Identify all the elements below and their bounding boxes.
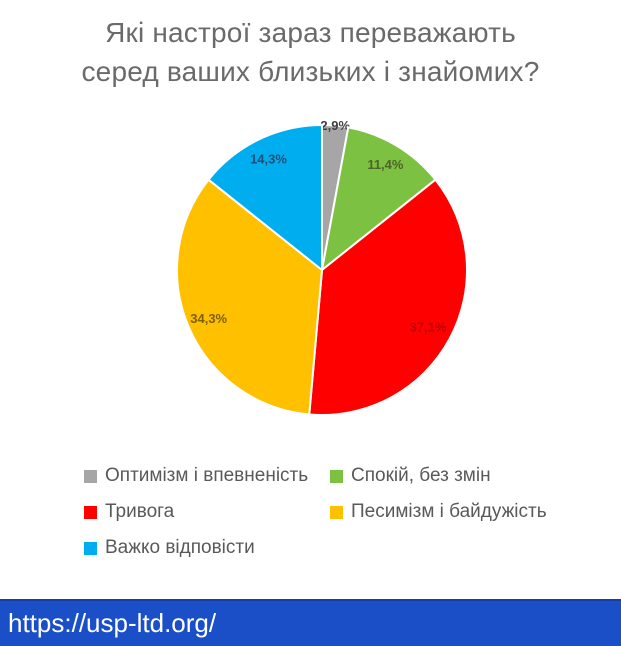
- legend-item-pessimism: Песимізм і байдужість: [330, 501, 584, 523]
- chart-title-line2: серед ваших близьких і знайомих?: [81, 56, 540, 87]
- legend-item-optimism: Оптимізм і впевненість: [84, 465, 330, 487]
- legend-label: Оптимізм і впевненість: [105, 465, 309, 486]
- pie-slice-5: [207, 124, 323, 271]
- legend-item-calm: Спокій, без змін: [330, 465, 584, 487]
- pie-slice-3: [308, 178, 468, 416]
- legend-marker-gray: [84, 469, 97, 483]
- chart-legend: Оптимізм і впевненість Спокій, без змін …: [84, 458, 584, 566]
- pie-slice-label-4: 34,3%: [190, 311, 227, 326]
- chart-title: Які настрої зараз переважають серед ваши…: [0, 13, 621, 91]
- legend-label: Спокій, без змін: [351, 465, 491, 486]
- legend-marker-red: [84, 505, 97, 519]
- footer-bar: https://usp-ltd.org/: [0, 599, 621, 646]
- pie-slice-2: [321, 126, 437, 271]
- pie-chart: 2,9% 11,4% 37,1% 34,3% 14,3%: [176, 118, 468, 416]
- legend-item-hard-to-answer: Важко відповісти: [84, 537, 330, 559]
- chart-title-line1: Які настрої зараз переважають: [105, 17, 516, 48]
- pie-slice-4: [176, 178, 323, 416]
- legend-item-anxiety: Тривога: [84, 501, 330, 523]
- legend-marker-green: [330, 469, 343, 483]
- legend-label: Песимізм і байдужість: [351, 501, 547, 522]
- legend-marker-yellow: [330, 505, 343, 519]
- footer-url-link[interactable]: https://usp-ltd.org/: [8, 608, 217, 638]
- legend-marker-blue: [84, 541, 97, 555]
- pie-slice-label-3: 37,1%: [410, 320, 447, 335]
- legend-label: Важко відповісти: [105, 537, 255, 558]
- pie-slice-label-1: 2,9%: [320, 118, 350, 133]
- pie-slice-label-2: 11,4%: [367, 157, 404, 172]
- pie-slice-label-5: 14,3%: [250, 152, 287, 167]
- legend-label: Тривога: [105, 501, 175, 522]
